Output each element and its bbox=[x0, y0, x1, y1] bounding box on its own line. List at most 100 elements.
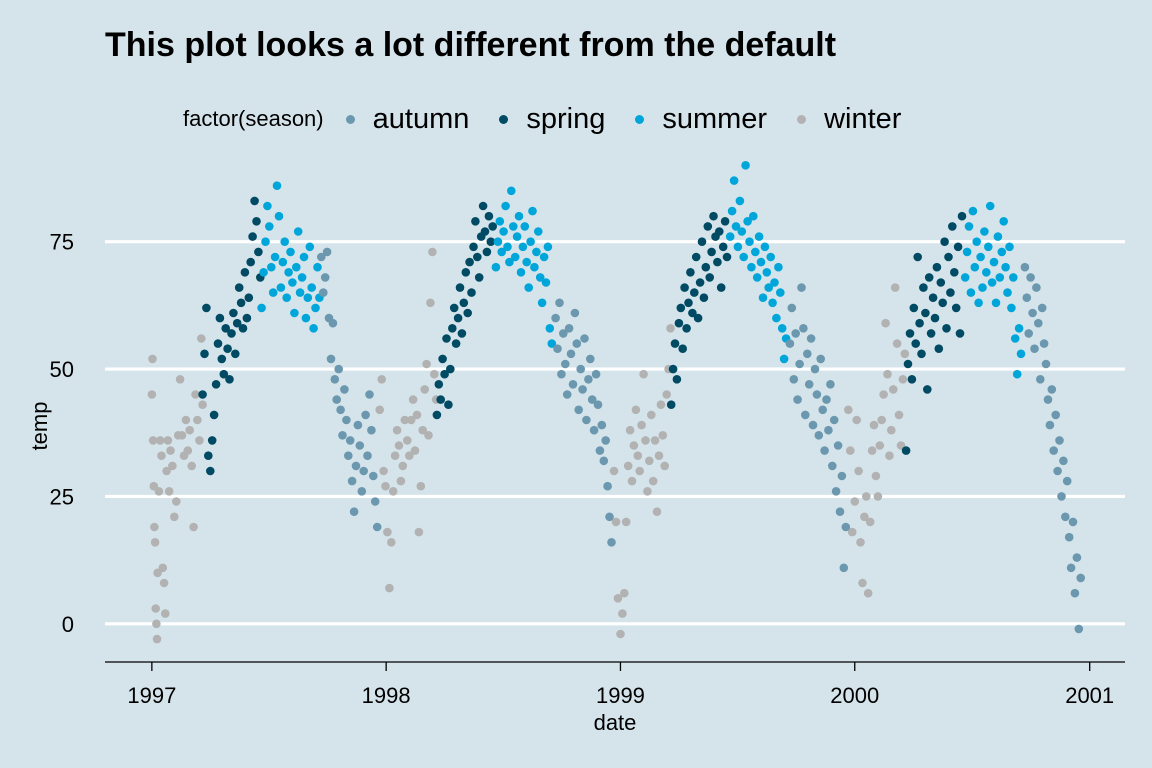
data-point-winter bbox=[175, 375, 185, 384]
data-point-winter bbox=[381, 481, 390, 491]
data-point-spring bbox=[204, 451, 213, 461]
data-point-winter bbox=[158, 563, 168, 573]
legend-title: factor(season) bbox=[183, 106, 324, 131]
data-point-summer bbox=[526, 237, 535, 246]
data-point-summer bbox=[495, 217, 505, 226]
data-point-spring bbox=[434, 380, 444, 389]
legend-label-spring: spring bbox=[526, 102, 606, 135]
data-point-autumn bbox=[347, 476, 357, 486]
legend-key-winter bbox=[797, 114, 807, 124]
data-point-summer bbox=[541, 278, 551, 287]
data-point-autumn bbox=[593, 400, 603, 410]
data-point-spring bbox=[680, 283, 689, 292]
data-point-spring bbox=[484, 211, 494, 221]
data-point-autumn bbox=[589, 425, 599, 435]
data-point-summer bbox=[265, 222, 274, 231]
data-point-spring bbox=[911, 339, 920, 348]
y-tick-label: 25 bbox=[50, 484, 74, 509]
data-point-spring bbox=[465, 257, 474, 267]
data-point-winter bbox=[631, 405, 641, 415]
data-point-autumn bbox=[1057, 492, 1066, 501]
data-point-summer bbox=[768, 298, 777, 308]
data-point-autumn bbox=[1020, 262, 1030, 272]
data-point-spring bbox=[951, 303, 961, 313]
data-point-spring bbox=[206, 466, 215, 476]
data-point-summer bbox=[276, 283, 286, 292]
data-point-winter bbox=[197, 334, 206, 343]
data-point-summer bbox=[282, 293, 292, 303]
data-point-summer bbox=[292, 262, 301, 272]
data-point-autumn bbox=[353, 420, 363, 430]
data-point-spring bbox=[699, 293, 709, 303]
data-point-autumn bbox=[1047, 385, 1057, 394]
data-point-autumn bbox=[1026, 273, 1035, 282]
data-point-autumn bbox=[317, 252, 326, 262]
data-point-spring bbox=[215, 313, 225, 323]
data-point-spring bbox=[722, 252, 732, 262]
data-point-autumn bbox=[367, 425, 376, 435]
data-point-spring bbox=[953, 242, 963, 252]
data-point-summer bbox=[1010, 334, 1020, 343]
data-point-winter bbox=[148, 354, 157, 364]
data-point-autumn bbox=[564, 324, 574, 333]
data-point-autumn bbox=[359, 466, 369, 476]
data-point-summer bbox=[743, 217, 752, 226]
data-point-spring bbox=[223, 344, 232, 354]
data-point-summer bbox=[966, 288, 976, 297]
data-point-autumn bbox=[1053, 466, 1062, 476]
legend-item-autumn: autumn bbox=[345, 103, 469, 136]
data-point-autumn bbox=[1041, 359, 1051, 369]
data-point-spring bbox=[672, 375, 682, 384]
data-point-spring bbox=[948, 222, 957, 231]
data-point-spring bbox=[957, 211, 967, 221]
legend-key-summer bbox=[635, 114, 645, 124]
data-point-autumn bbox=[586, 354, 595, 364]
data-point-winter bbox=[879, 390, 888, 399]
legend-item-winter: winter bbox=[797, 103, 901, 136]
data-point-winter bbox=[871, 471, 881, 481]
data-point-winter bbox=[164, 487, 174, 496]
data-point-autumn bbox=[812, 390, 822, 399]
data-point-spring bbox=[944, 252, 953, 262]
data-point-summer bbox=[528, 206, 537, 216]
data-point-autumn bbox=[336, 405, 345, 415]
data-point-spring bbox=[926, 329, 936, 338]
x-tick-label: 2000 bbox=[830, 683, 879, 708]
data-point-spring bbox=[674, 318, 684, 328]
data-point-summer bbox=[727, 206, 737, 216]
data-point-winter bbox=[641, 436, 650, 445]
data-point-autumn bbox=[561, 359, 570, 369]
data-point-winter bbox=[420, 385, 430, 394]
data-point-autumn bbox=[340, 385, 349, 394]
data-point-autumn bbox=[828, 461, 837, 471]
data-point-winter bbox=[844, 405, 853, 415]
data-point-summer bbox=[512, 232, 522, 241]
data-point-spring bbox=[436, 395, 446, 404]
data-point-winter bbox=[390, 451, 400, 461]
legend: factor(season) autumn spring summer wint… bbox=[183, 100, 931, 138]
data-point-spring bbox=[709, 211, 718, 221]
data-point-summer bbox=[290, 308, 299, 318]
data-point-autumn bbox=[1055, 436, 1064, 445]
data-point-spring bbox=[482, 247, 492, 257]
data-point-autumn bbox=[607, 538, 616, 547]
data-point-winter bbox=[396, 476, 406, 486]
data-point-summer bbox=[982, 268, 991, 277]
data-point-summer bbox=[745, 237, 754, 246]
data-point-autumn bbox=[330, 375, 340, 384]
data-point-spring bbox=[936, 278, 946, 287]
data-point-winter bbox=[405, 451, 414, 461]
data-point-winter bbox=[875, 441, 885, 450]
data-point-spring bbox=[913, 252, 922, 262]
data-point-spring bbox=[940, 237, 949, 246]
data-point-winter bbox=[428, 247, 437, 257]
data-point-autumn bbox=[578, 385, 587, 394]
x-tick-label: 1998 bbox=[362, 683, 411, 708]
data-point-spring bbox=[923, 385, 932, 394]
data-point-winter bbox=[643, 487, 652, 496]
data-point-summer bbox=[749, 211, 758, 221]
data-point-summer bbox=[960, 273, 970, 282]
data-point-summer bbox=[493, 237, 503, 246]
data-point-winter bbox=[860, 512, 869, 522]
data-point-winter bbox=[406, 415, 416, 425]
